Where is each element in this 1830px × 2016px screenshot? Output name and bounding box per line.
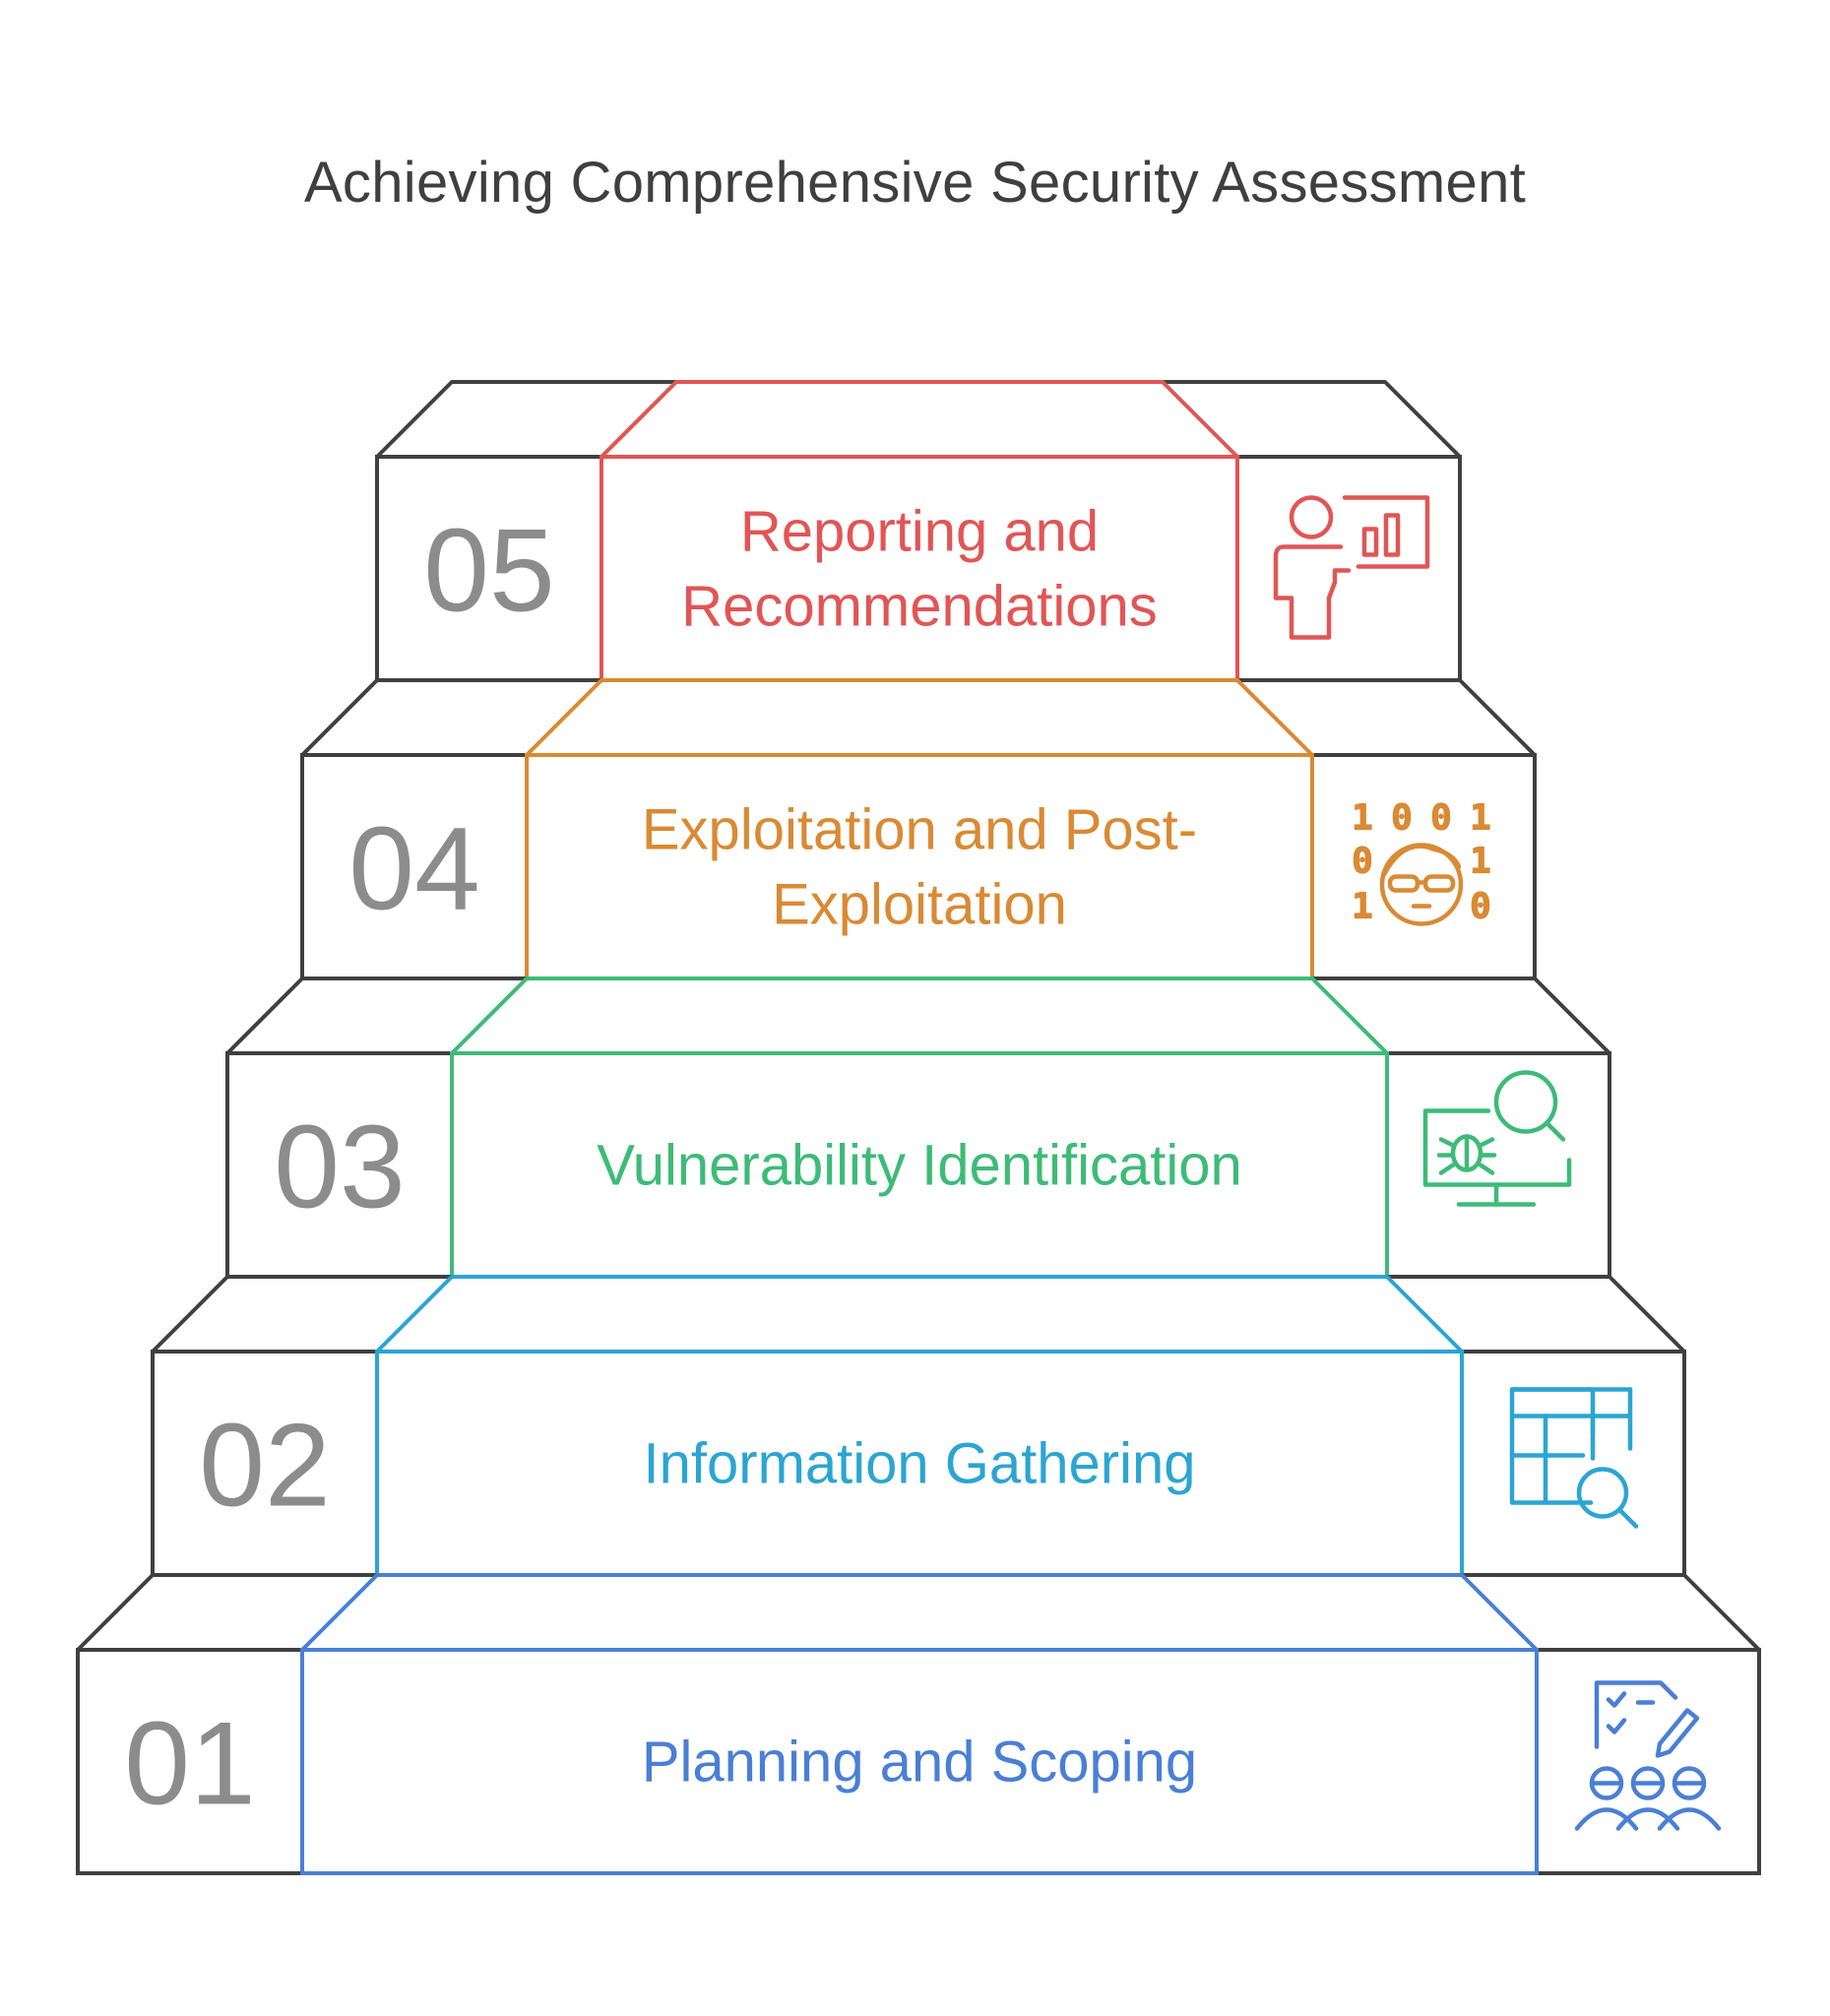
binary-digit: 0 [1352,842,1373,882]
binary-digit: 0 [1391,798,1413,839]
step-label-top-face [300,1573,1539,1652]
step-number: 02 [199,1400,330,1532]
binary-digit: 1 [1470,842,1491,882]
clipboard-outline [1594,1680,1678,1749]
step-label-box [375,1350,1464,1577]
step-label-top-face [525,678,1314,757]
magnifier-lens [1576,1467,1629,1519]
monitor-bug-search-icon [1422,1070,1572,1207]
step-01: 01 Planning and Scoping [76,1573,1761,1875]
step-label-line: Recommendations [681,575,1158,639]
step-label-box [300,1648,1539,1875]
board-outline [1342,495,1430,569]
presenter-head [1289,495,1334,539]
step-label-line: Reporting and [740,500,1099,564]
step-label-top-face [375,1275,1464,1354]
binary-digit: 1 [1352,887,1373,927]
chart-bar [1361,527,1379,557]
hacker-binary-icon: 1 0 0 10 11 0 [1352,797,1492,927]
step-label-box [599,455,1239,682]
step-label-line: Vulnerability Identification [597,1134,1242,1198]
step-03: 03 Vulnerability Identification [225,976,1611,1279]
magnifier-handle [1545,1121,1566,1142]
person-body [1657,1807,1722,1831]
step-number: 04 [348,803,479,935]
step-label-top-face [599,380,1239,459]
diagram-title: Achieving Comprehensive Security Assessm… [303,151,1527,215]
table-search-icon [1509,1387,1639,1529]
presenter-body [1273,544,1352,640]
binary-digit: 1 [1470,798,1491,839]
checklist-team-icon [1574,1680,1722,1831]
step-label-line: Planning and Scoping [642,1731,1197,1795]
hacker-hair [1381,844,1462,877]
presenter-chart-icon [1273,495,1430,640]
binary-digit: 0 [1470,887,1491,927]
binary-digit: 1 [1352,798,1373,839]
pencil [1655,1708,1700,1758]
step-number: 01 [124,1698,255,1830]
monitor-outline [1422,1108,1572,1187]
binary-digit: 0 [1430,798,1452,839]
bug-legs [1436,1137,1497,1175]
check-mark [1606,1691,1627,1708]
step-02: 02 Information Gathering [151,1275,1686,1577]
step-label-box [450,1051,1389,1279]
person-body [1574,1807,1639,1831]
chart-bar [1383,513,1401,557]
magnifier-handle [1617,1508,1639,1529]
step-05: 05 Reporting and Recommendations [375,380,1462,682]
step-label-box [525,753,1314,980]
step-label-top-face [450,976,1389,1055]
step-number: 03 [274,1102,405,1233]
magnifier-lens [1493,1070,1558,1134]
step-label-line: Information Gathering [644,1432,1196,1496]
person-body [1615,1807,1680,1831]
step-label-line: Exploitation [772,873,1067,937]
step-number: 05 [423,505,554,637]
check-mark [1606,1718,1627,1734]
step-label-line: Exploitation and Post- [642,798,1197,862]
